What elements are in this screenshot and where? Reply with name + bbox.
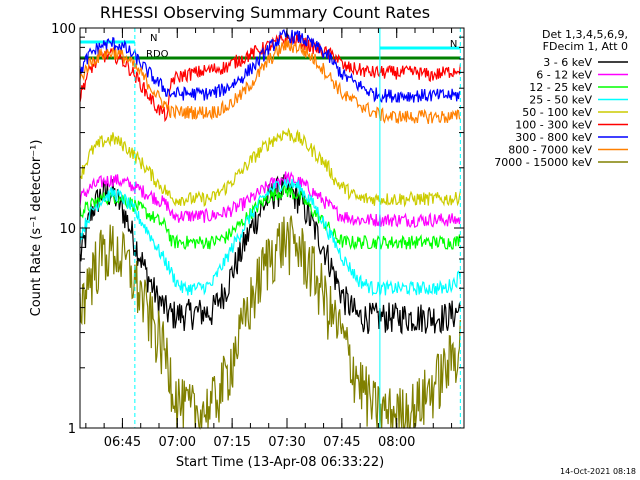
x-tick-label: 07:45	[323, 435, 360, 450]
y-axis-label: Count Rate (s⁻¹ detector⁻¹)	[29, 140, 44, 317]
series-line	[79, 173, 461, 335]
vertical-markers	[79, 28, 461, 428]
legend-entry-label: 7000 - 15000 keV	[494, 156, 592, 169]
series-line	[79, 33, 461, 123]
series-layer	[79, 29, 461, 431]
legend-entry-label: 800 - 7000 keV	[508, 144, 592, 157]
series-line	[79, 39, 461, 125]
legend: Det 1,3,4,5,6,9,FDecim 1, Att 0 3 - 6 keV…	[494, 28, 628, 169]
x-tick-label: 07:15	[213, 435, 250, 450]
series-line	[79, 127, 461, 208]
legend-entry-label: 3 - 6 keV	[543, 56, 592, 69]
chart-title: RHESSI Observing Summary Count Rates	[100, 3, 430, 22]
flag-label: N	[150, 33, 157, 44]
legend-entry-label: 12 - 25 keV	[529, 81, 592, 94]
series-line	[79, 183, 461, 251]
footer-timestamp: 14-Oct-2021 08:18	[560, 467, 636, 476]
series-line	[79, 171, 461, 228]
series-line	[79, 215, 461, 431]
y-tick-label: 100	[51, 22, 76, 37]
legend-entry-label: 6 - 12 keV	[536, 69, 592, 82]
legend-entry-label: 300 - 800 keV	[515, 131, 592, 144]
y-axis-ticks: 1 10 100	[51, 22, 464, 437]
legend-entry-label: 25 - 50 keV	[529, 94, 592, 107]
legend-header: Det 1,3,4,5,6,9,	[542, 28, 628, 41]
x-tick-label: 08:00	[378, 435, 415, 450]
x-axis-label: Start Time (13-Apr-08 06:33:22)	[176, 455, 384, 470]
x-axis-ticks: 06:45 07:00 07:15 07:30 07:45 08:00	[85, 28, 453, 450]
y-tick-label: 10	[59, 222, 76, 237]
x-tick-label: 07:30	[268, 435, 305, 450]
flag-label: N	[450, 39, 457, 50]
series-line	[79, 29, 461, 103]
plot-frame	[79, 27, 465, 429]
flag-label: RDO	[146, 49, 169, 60]
legend-entry-label: 50 - 100 keV	[522, 106, 592, 119]
y-tick-label: 1	[68, 422, 76, 437]
legend-header: FDecim 1, Att 0	[543, 40, 628, 53]
x-tick-label: 06:45	[104, 435, 141, 450]
x-tick-label: 07:00	[159, 435, 196, 450]
legend-entry-label: 100 - 300 keV	[515, 119, 592, 132]
series-line	[79, 177, 461, 298]
